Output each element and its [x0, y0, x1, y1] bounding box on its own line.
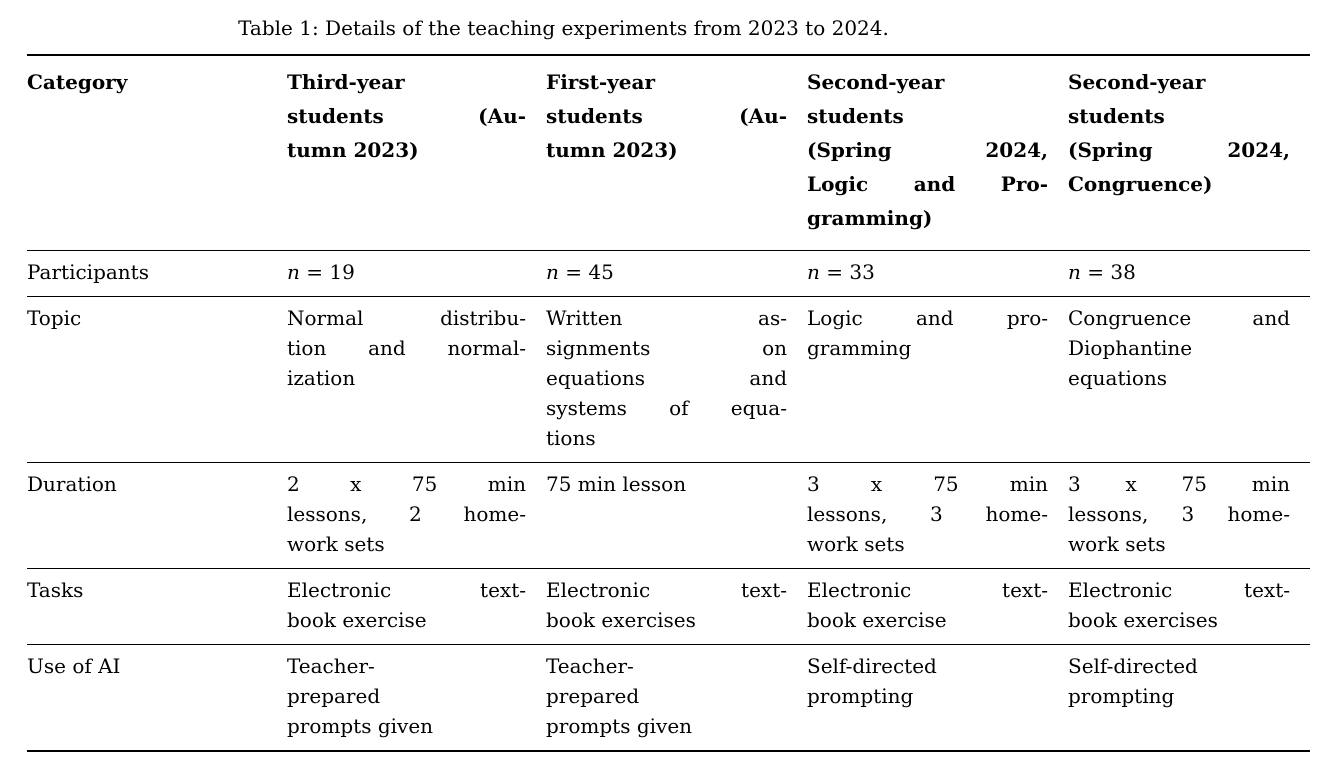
- table-cell: Self-directed prompting: [1068, 654, 1198, 708]
- table-cell: 75 min lesson: [546, 472, 687, 496]
- table-cell: Normal distribu-tion and normal-ization: [287, 306, 526, 390]
- row-label-tasks: Tasks: [27, 578, 84, 602]
- participants-value: n = 38: [1068, 260, 1136, 284]
- table-cell: 3 x 75 min lessons, 3 home-work sets: [1068, 472, 1290, 556]
- table-caption: Table 1: Details of the teaching experim…: [238, 16, 889, 40]
- table-cell: n = 33: [807, 251, 1068, 297]
- table-cell: Electronic text-book exercises: [1068, 578, 1290, 632]
- table-cell: Teacher-prepared prompts given: [287, 654, 434, 738]
- row-label-participants: Participants: [27, 260, 149, 284]
- participants-value: n = 33: [807, 260, 875, 284]
- column-header-second-year-congruence: Second-year students (Spring 2024, Congruen…: [1068, 70, 1290, 196]
- table-cell: Self-directed prompting: [807, 654, 937, 708]
- header-row: Category Third-year students (Au-tumn 202…: [27, 55, 1310, 251]
- table-cell: Electronic text-book exercise: [807, 578, 1048, 632]
- experiments-table: Category Third-year students (Au-tumn 202…: [27, 54, 1310, 752]
- table-row-use-of-ai: Use of AI Teacher-prepared prompts given …: [27, 645, 1310, 752]
- column-header-first-year: First-year students (Au-tumn 2023): [546, 70, 787, 162]
- table-cell: Electronic text-book exercise: [287, 578, 526, 632]
- participants-value: n = 45: [546, 260, 614, 284]
- row-label-topic: Topic: [27, 306, 82, 330]
- column-header-third-year: Third-year students (Au-tumn 2023): [287, 70, 526, 162]
- participants-value: n = 19: [287, 260, 355, 284]
- table-cell: n = 38: [1068, 251, 1310, 297]
- table-cell: Written as-signments on equations and syst…: [546, 306, 787, 450]
- table-row-participants: Participants n = 19 n = 45 n = 33 n = 38: [27, 251, 1310, 297]
- paper-page: Table 1: Details of the teaching experim…: [27, 0, 1310, 752]
- row-label-use-of-ai: Use of AI: [27, 654, 121, 678]
- table-cell: Electronic text-book exercises: [546, 578, 787, 632]
- table-cell: n = 19: [287, 251, 546, 297]
- table-row-tasks: Tasks Electronic text-book exercise Elec…: [27, 569, 1310, 645]
- table-row-duration: Duration 2 x 75 min lessons, 2 home-work …: [27, 463, 1310, 569]
- table-cell: 2 x 75 min lessons, 2 home-work sets: [287, 472, 526, 556]
- column-header-category: Category: [27, 70, 128, 94]
- table-cell: Logic and pro-gramming: [807, 306, 1048, 360]
- row-label-duration: Duration: [27, 472, 117, 496]
- column-header-second-year-logic: Second-year students (Spring 2024, Logic an…: [807, 70, 1048, 230]
- table-cell: 3 x 75 min lessons, 3 home-work sets: [807, 472, 1048, 556]
- table-cell: Teacher-prepared prompts given: [546, 654, 693, 738]
- table-cell: n = 45: [546, 251, 807, 297]
- table-cell: Congruence and Diophantine equations: [1068, 306, 1290, 390]
- table-row-topic: Topic Normal distribu-tion and normal-iz…: [27, 297, 1310, 463]
